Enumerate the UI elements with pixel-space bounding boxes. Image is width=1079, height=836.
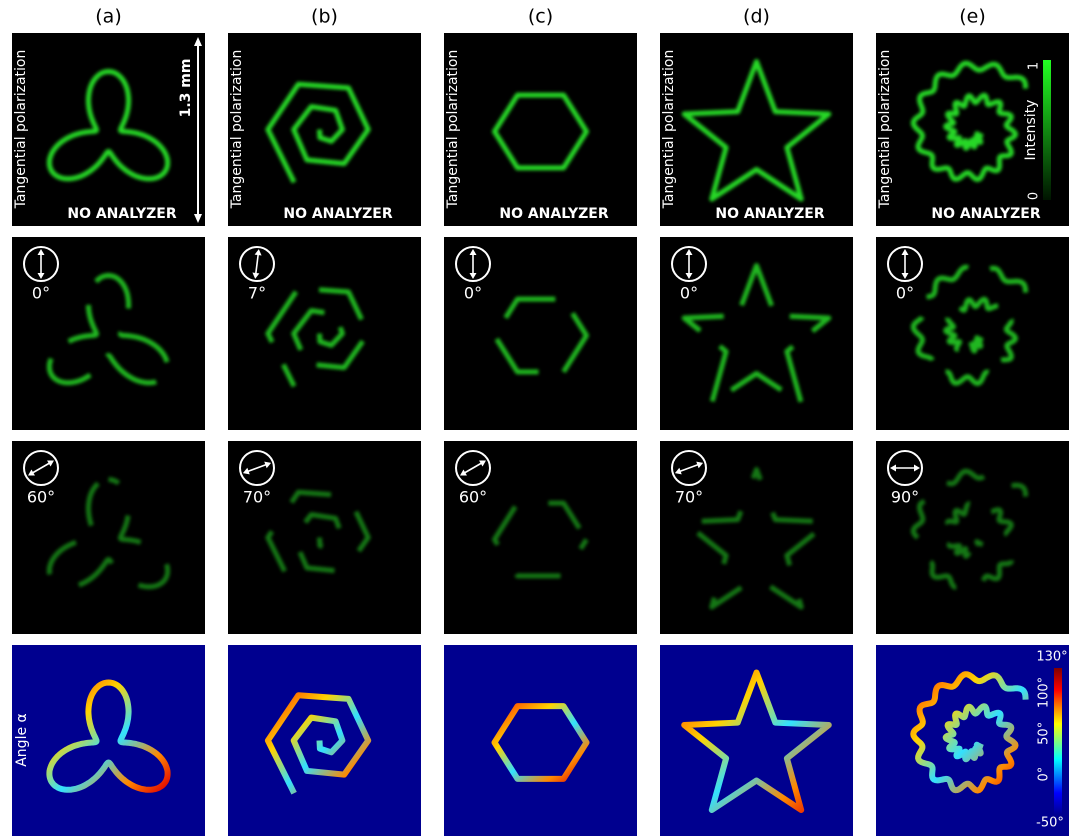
image-panel — [444, 33, 637, 226]
analyzer-angle: 7° — [248, 284, 266, 303]
colorbar-tick: 0° — [1037, 767, 1052, 782]
side-label: Tangential polarization — [661, 50, 677, 210]
image-panel — [12, 33, 205, 226]
column-label: (d) — [743, 6, 770, 28]
column-label: (a) — [95, 6, 121, 28]
angle-colorbar — [1054, 668, 1062, 815]
column-label: (b) — [311, 6, 338, 28]
column-label: (e) — [959, 6, 986, 28]
colorbar-tick: -50° — [1036, 816, 1064, 831]
colorbar-title: Intensity — [1023, 100, 1039, 161]
image-panel — [12, 441, 205, 634]
analyzer-angle: 90° — [891, 488, 919, 507]
colorbar-min: 0 — [1027, 192, 1042, 200]
analyzer-angle: 70° — [675, 488, 703, 507]
colorbar-max: 1 — [1027, 62, 1042, 70]
side-label: Tangential polarization — [877, 50, 893, 210]
image-panel — [12, 645, 205, 836]
bottom-label: NO ANALYZER — [283, 206, 392, 222]
image-panel — [228, 645, 421, 836]
bottom-label: NO ANALYZER — [67, 206, 176, 222]
intensity-colorbar — [1043, 60, 1051, 200]
column-label: (c) — [528, 6, 553, 28]
side-label: Tangential polarization — [13, 50, 29, 210]
analyzer-angle: 0° — [32, 284, 50, 303]
image-panel — [228, 33, 421, 226]
colorbar-tick: 50° — [1037, 722, 1052, 745]
bottom-label: NO ANALYZER — [931, 206, 1040, 222]
side-label: Tangential polarization — [229, 50, 245, 210]
bottom-label: NO ANALYZER — [715, 206, 824, 222]
analyzer-angle: 0° — [896, 284, 914, 303]
image-panel — [876, 441, 1069, 634]
angle-label: Angle α — [14, 713, 30, 767]
analyzer-angle: 60° — [459, 488, 487, 507]
bottom-label: NO ANALYZER — [499, 206, 608, 222]
side-label: Tangential polarization — [445, 50, 461, 210]
image-panel — [444, 645, 637, 836]
image-panel — [444, 441, 637, 634]
figure: (a) (b) (c) (d) (e) Tangential polarization NO… — [0, 0, 1079, 836]
image-panel — [228, 441, 421, 634]
analyzer-angle: 60° — [27, 488, 55, 507]
analyzer-angle: 0° — [680, 284, 698, 303]
analyzer-angle: 0° — [464, 284, 482, 303]
colorbar-tick: 100° — [1037, 677, 1052, 708]
colorbar-tick: 130° — [1036, 650, 1067, 665]
analyzer-angle: 70° — [243, 488, 271, 507]
scale-bar-label: 1.3 mm — [178, 59, 194, 118]
